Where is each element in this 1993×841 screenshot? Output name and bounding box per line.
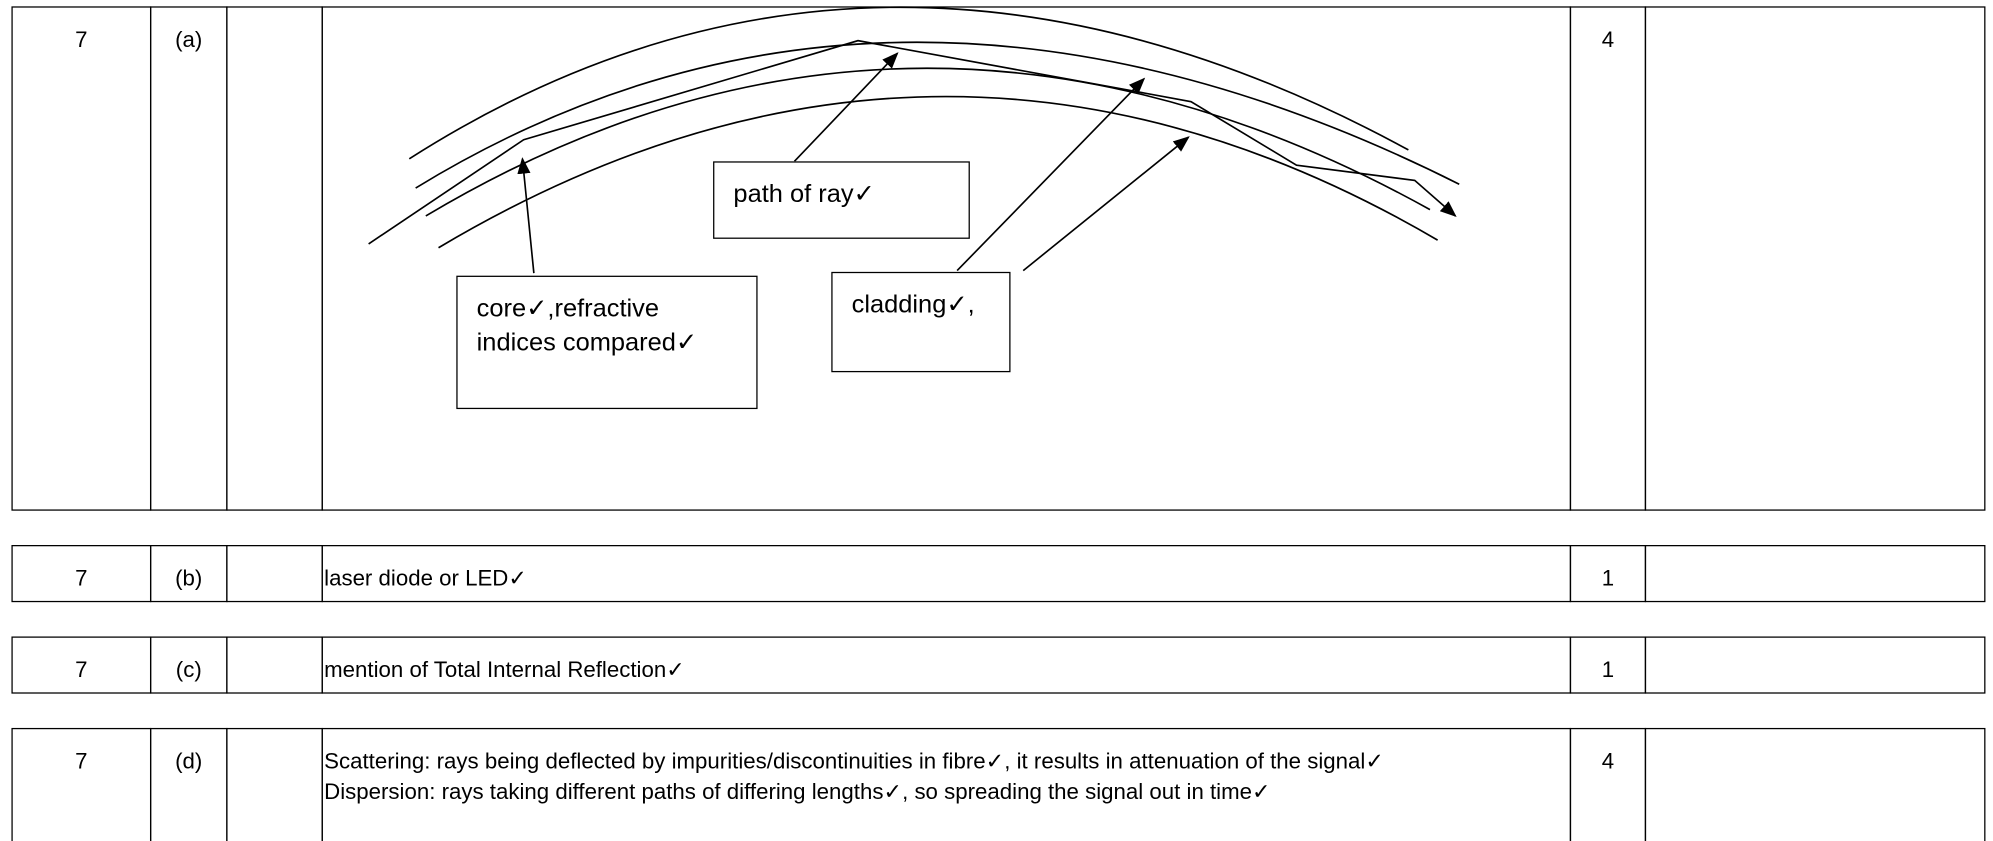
notes <box>1644 727 1986 841</box>
notes <box>1644 636 1986 694</box>
diagram-label: cladding✓, <box>831 271 1011 373</box>
answer: Scattering: rays being deflected by impu… <box>321 727 1572 841</box>
notes <box>1644 545 1986 603</box>
answer-text: mention of Total Internal Reflection✓ <box>324 656 685 683</box>
answer-text: Scattering: rays being deflected by impu… <box>324 748 1384 774</box>
answer-text: Dispersion: rays taking different paths … <box>324 778 1271 805</box>
diagram-label: core✓,refractive indices compared✓ <box>456 275 758 410</box>
diagram-label: path of ray✓ <box>713 161 970 239</box>
notes <box>1644 6 1986 511</box>
part: (c) <box>149 636 228 694</box>
answer-text: laser diode or LED✓ <box>324 565 528 591</box>
answer: laser diode or LED✓ <box>321 545 1572 603</box>
